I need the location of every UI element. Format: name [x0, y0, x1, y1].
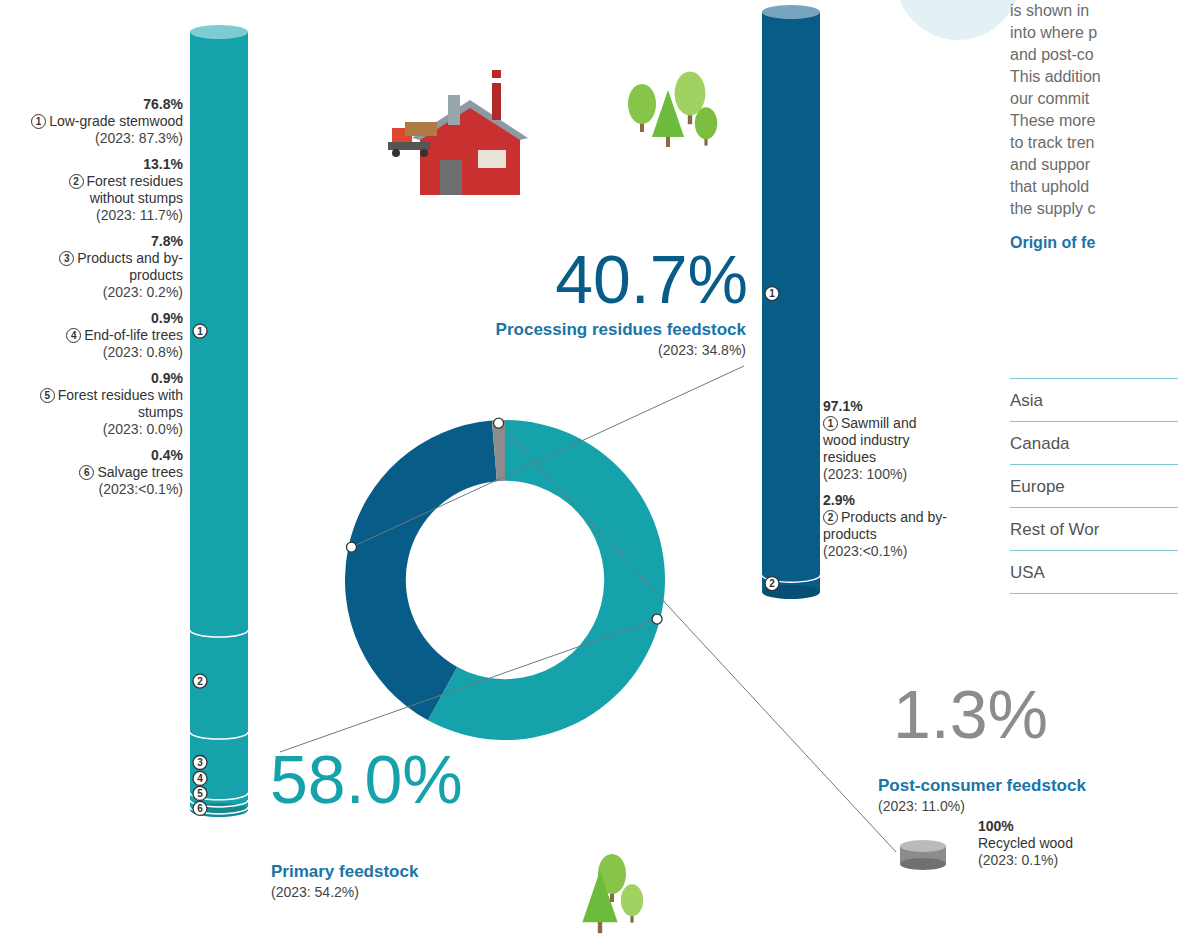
- html-text:1.3%: 1.3%: [893, 676, 1048, 752]
- html-text:0.4%: 0.4%: [151, 447, 183, 463]
- svg-text:6: 6: [197, 803, 203, 814]
- html-text:These more: These more: [1010, 112, 1096, 129]
- html-text:our commit: our commit: [1010, 90, 1090, 107]
- html-text:(2023:<0.1%): (2023:<0.1%): [98, 481, 183, 497]
- html-text:that uphold: that uphold: [1010, 178, 1090, 195]
- svg-text:1: 1: [197, 326, 203, 337]
- svg-text:5: 5: [197, 788, 203, 799]
- html-text:100%: 100%: [978, 818, 1014, 834]
- svg-text:4: 4: [197, 773, 203, 784]
- html-text:(2023: 34.8%): (2023: 34.8%): [658, 342, 746, 358]
- html-text:Origin of fe: Origin of fe: [1010, 234, 1096, 251]
- html-text:Forest residues without stumps: Forest residues without stumps: [86, 173, 183, 206]
- html-text:7.8%: 7.8%: [151, 233, 183, 249]
- html-text:Canada: Canada: [1010, 434, 1070, 453]
- html-text:(2023: 100%): (2023: 100%): [823, 466, 908, 482]
- html-text:76.8%: 76.8%: [143, 96, 183, 112]
- html-text:2: 2: [73, 176, 79, 187]
- html-text:3: 3: [63, 253, 70, 264]
- html-text:is shown in: is shown in: [1010, 2, 1090, 19]
- html-text:Low-grade stemwood: Low-grade stemwood: [49, 113, 183, 129]
- html-text:Recycled wood: Recycled wood: [978, 835, 1073, 851]
- html-text:(2023:<0.1%): (2023:<0.1%): [823, 543, 908, 559]
- html-text:6: 6: [84, 467, 90, 478]
- html-text:Asia: Asia: [1010, 391, 1044, 410]
- html-text:(2023: 11.7%): (2023: 11.7%): [96, 207, 183, 223]
- html-text:1: 1: [35, 116, 42, 127]
- html-text:Post-consumer feedstock: Post-consumer feedstock: [878, 776, 1086, 795]
- html-text:40.7%: 40.7%: [555, 241, 748, 317]
- html-text:and post-co: and post-co: [1010, 46, 1094, 63]
- html-text:Rest of Wor: Rest of Wor: [1010, 520, 1100, 539]
- html-text:Sawmill and wood industry resi: Sawmill and wood industry residues: [823, 415, 917, 465]
- html-text:USA: USA: [1010, 563, 1045, 582]
- html-text:5: 5: [44, 390, 50, 401]
- html-text:Products and by-products: Products and by-products: [77, 250, 183, 283]
- html-text:Processing residues feedstock: Processing residues feedstock: [495, 320, 746, 339]
- html-text:Forest residues with stumps: Forest residues with stumps: [57, 387, 183, 420]
- html-text:End-of-life trees: End-of-life trees: [84, 327, 183, 343]
- html-text:0.9%: 0.9%: [151, 370, 183, 386]
- html-text:Europe: Europe: [1010, 477, 1065, 496]
- html-text:97.1%: 97.1%: [823, 398, 863, 414]
- html-text:Products and by-products: Products and by-products: [823, 509, 947, 542]
- html-text:(2023: 87.3%): (2023: 87.3%): [95, 130, 183, 146]
- html-text:This addition: This addition: [1010, 68, 1101, 85]
- html-text:the supply c: the supply c: [1010, 200, 1096, 217]
- html-text:Salvage trees: Salvage trees: [97, 464, 183, 480]
- html-text:1: 1: [827, 418, 834, 429]
- html-text:58.0%: 58.0%: [270, 741, 463, 817]
- svg-text:3: 3: [197, 757, 203, 768]
- html-text:Primary feedstock: Primary feedstock: [271, 862, 419, 881]
- html-text:13.1%: 13.1%: [143, 156, 183, 172]
- html-text:2.9%: 2.9%: [823, 492, 855, 508]
- html-text:(2023: 11.0%): (2023: 11.0%): [878, 798, 965, 814]
- html-text:(2023: 0.2%): (2023: 0.2%): [102, 284, 183, 300]
- html-text:0.9%: 0.9%: [151, 310, 183, 326]
- html-text:to track tren: to track tren: [1010, 134, 1095, 151]
- svg-text:1: 1: [769, 288, 775, 299]
- svg-text:2: 2: [769, 578, 775, 589]
- html-text:(2023: 0.1%): (2023: 0.1%): [978, 852, 1059, 868]
- html-text:(2023: 54.2%): (2023: 54.2%): [271, 884, 359, 900]
- html-text:into where p: into where p: [1010, 24, 1098, 41]
- svg-text:2: 2: [197, 676, 203, 687]
- html-text:(2023: 0.8%): (2023: 0.8%): [102, 344, 183, 360]
- html-text:(2023: 0.0%): (2023: 0.0%): [102, 421, 183, 437]
- html-text:4: 4: [70, 330, 77, 341]
- html-text:2: 2: [827, 512, 834, 523]
- html-text:and suppor: and suppor: [1010, 156, 1091, 173]
